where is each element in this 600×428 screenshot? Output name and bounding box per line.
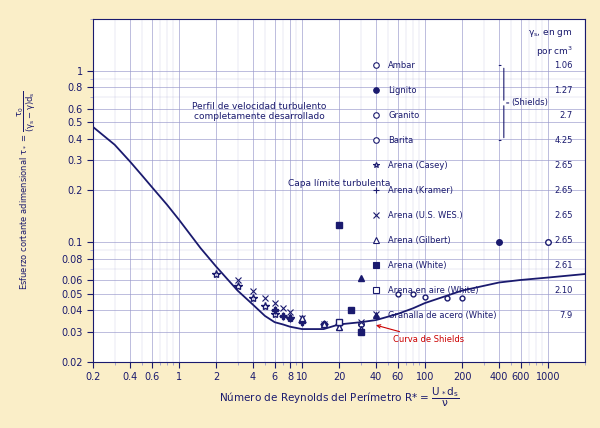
Text: Barita: Barita <box>388 136 413 145</box>
Text: Ambar: Ambar <box>388 61 416 70</box>
Text: Arena (Casey): Arena (Casey) <box>388 161 448 170</box>
Text: Granalla de acero (White): Granalla de acero (White) <box>388 311 497 320</box>
Text: por cm$^3$: por cm$^3$ <box>536 44 573 59</box>
Text: Curva de Shields: Curva de Shields <box>377 325 464 344</box>
Text: 2.65: 2.65 <box>554 186 573 195</box>
Text: Perfil de velocidad turbulento
completamente desarrollado: Perfil de velocidad turbulento completam… <box>192 101 326 121</box>
Text: Granito: Granito <box>388 111 419 120</box>
Text: Arena (White): Arena (White) <box>388 261 447 270</box>
X-axis label: Número de Reynolds del Perímetro R* = $\dfrac{U_* d_s}{\nu}$: Número de Reynolds del Perímetro R* = $\… <box>219 386 459 409</box>
Text: Capa límite turbulenta: Capa límite turbulenta <box>288 179 390 188</box>
Text: 2.61: 2.61 <box>554 261 573 270</box>
Text: 7.9: 7.9 <box>559 311 573 320</box>
Text: Arena (Gilbert): Arena (Gilbert) <box>388 236 451 245</box>
Text: 1.06: 1.06 <box>554 61 573 70</box>
Text: 2.65: 2.65 <box>554 236 573 245</box>
Text: Arena en aire (White): Arena en aire (White) <box>388 286 479 295</box>
Text: Arena (U.S. WES.): Arena (U.S. WES.) <box>388 211 463 220</box>
Text: (Shields): (Shields) <box>511 98 548 107</box>
Text: 2.10: 2.10 <box>554 286 573 295</box>
Text: Arena (Kramer): Arena (Kramer) <box>388 186 453 195</box>
Text: 2.65: 2.65 <box>554 211 573 220</box>
Text: 4.25: 4.25 <box>554 136 573 145</box>
Text: Esfuerzo cortante adimensional $\tau_*$ = $\dfrac{\tau_0}{(\gamma_s-\gamma)d_s}$: Esfuerzo cortante adimensional $\tau_*$ … <box>16 91 38 290</box>
Text: 2.7: 2.7 <box>559 111 573 120</box>
Text: 2.65: 2.65 <box>554 161 573 170</box>
Text: 1.27: 1.27 <box>554 86 573 95</box>
Text: $\gamma_s$, en gm: $\gamma_s$, en gm <box>528 28 573 39</box>
Text: Lignito: Lignito <box>388 86 417 95</box>
